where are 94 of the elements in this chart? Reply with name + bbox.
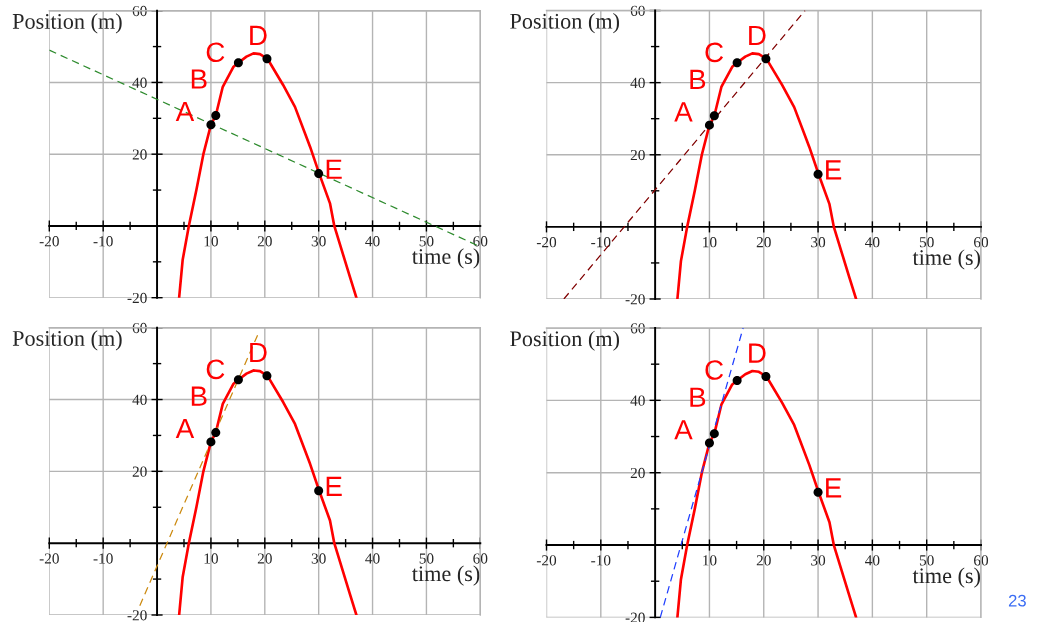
y-tick-label: 20: [630, 149, 645, 161]
point: [732, 58, 742, 68]
x-tick-label: 50: [419, 553, 434, 564]
point: [704, 120, 714, 130]
x-tick-label: 20: [756, 555, 771, 566]
x-tick-label: -20: [536, 555, 557, 566]
annotation: C: [705, 360, 724, 380]
point: [732, 375, 742, 385]
x-tick-label: 10: [204, 553, 218, 564]
x-tick-label: -10: [591, 555, 611, 566]
annotation: B: [690, 387, 706, 407]
point: [262, 371, 272, 381]
x-tick-label: 60: [473, 236, 488, 247]
x-tick-label: -20: [536, 237, 557, 248]
y-axis-title: Position (m): [12, 13, 122, 34]
y-tick-label: -20: [625, 294, 645, 305]
x-tick-label: -20: [39, 553, 59, 564]
annotation: D: [250, 25, 267, 45]
x-axis-title: time (s): [912, 249, 981, 270]
y-axis-title: Position (m): [12, 330, 122, 351]
y-tick-label: 40: [132, 394, 147, 405]
point: [262, 54, 272, 64]
x-tick-label: -10: [93, 236, 113, 247]
annotation: C: [705, 42, 724, 63]
point: [761, 54, 771, 64]
annotation: D: [250, 342, 267, 363]
y-tick-label: 40: [630, 395, 645, 406]
x-tick-label: 50: [919, 555, 934, 566]
x-tick-label: 10: [204, 236, 218, 247]
x-tick-label: 40: [365, 553, 380, 564]
point: [211, 428, 221, 438]
x-tick-label: -10: [591, 237, 611, 248]
point: [761, 371, 771, 381]
x-tick-label: 40: [365, 236, 380, 247]
annotation: C: [206, 359, 225, 380]
x-tick-label: 10: [703, 237, 717, 248]
x-tick-label: 60: [974, 237, 989, 248]
annotation: D: [749, 25, 766, 46]
point: [813, 169, 823, 179]
x-tick-label: 50: [419, 236, 434, 247]
x-tick-label: 40: [865, 237, 880, 248]
x-tick-label: 30: [311, 553, 326, 564]
x-tick-label: -20: [39, 236, 59, 247]
x-tick-label: 30: [811, 237, 826, 248]
x-tick-label: 20: [756, 237, 771, 248]
annotation: E: [826, 160, 842, 180]
y-tick-label: 20: [132, 466, 147, 477]
y-tick-label: 20: [630, 467, 645, 479]
annotation: A: [674, 420, 693, 440]
x-tick-label: 60: [974, 555, 989, 566]
x-tick-label: 20: [257, 553, 272, 564]
y-tick-label: 40: [630, 77, 645, 89]
x-tick-label: 30: [811, 555, 826, 566]
x-axis-title: time (s): [912, 567, 981, 588]
y-tick-label: 60: [630, 323, 645, 334]
x-axis-title: time (s): [412, 565, 480, 586]
annotation: D: [749, 343, 766, 363]
point: [709, 429, 719, 439]
y-tick-label: 40: [132, 77, 147, 88]
annotation: E: [326, 159, 342, 179]
point: [314, 169, 324, 179]
point: [709, 111, 719, 121]
annotation: A: [674, 102, 693, 122]
annotation: E: [326, 476, 342, 496]
annotation: A: [175, 101, 195, 121]
annotation: B: [690, 69, 706, 89]
point: [233, 375, 243, 385]
annotation: A: [175, 419, 195, 439]
point: [206, 437, 216, 447]
x-tick-label: 20: [257, 236, 272, 247]
x-tick-label: 10: [703, 555, 717, 566]
point: [211, 110, 221, 120]
annotation: C: [206, 42, 225, 63]
annotation: B: [191, 69, 207, 89]
x-tick-label: 30: [311, 236, 326, 247]
y-tick-label: -20: [127, 292, 147, 304]
y-axis-title: Position (m): [510, 13, 620, 34]
x-tick-label: 40: [865, 555, 880, 566]
x-tick-label: -10: [93, 553, 113, 564]
y-tick-label: 20: [132, 149, 147, 160]
point: [813, 487, 823, 497]
text: 23: [1008, 594, 1026, 607]
y-tick-label: -20: [625, 612, 645, 622]
point: [314, 486, 324, 496]
point: [206, 120, 216, 130]
y-axis-title: Position (m): [510, 330, 620, 351]
y-tick-label: -20: [127, 610, 147, 621]
point: [233, 58, 243, 68]
annotation: B: [191, 386, 207, 406]
x-tick-label: 60: [473, 553, 488, 564]
annotation: E: [826, 478, 842, 498]
x-tick-label: 50: [919, 237, 934, 248]
x-axis-title: time (s): [412, 248, 480, 269]
point: [704, 438, 714, 448]
